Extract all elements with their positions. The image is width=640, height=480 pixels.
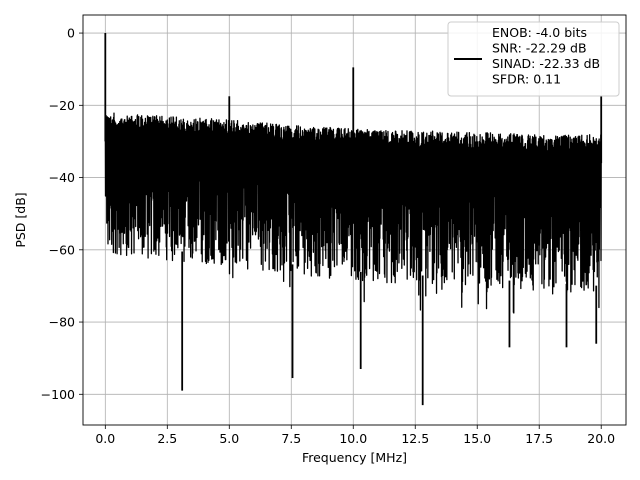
legend-text-enob: ENOB: -4.0 bits bbox=[492, 25, 587, 40]
legend-text-sinad: SINAD: -22.33 dB bbox=[492, 56, 600, 71]
y-tick-label-4: −80 bbox=[49, 315, 75, 330]
y-tick-label-3: −60 bbox=[49, 242, 75, 257]
legend-text-snr: SNR: -22.29 dB bbox=[492, 41, 587, 56]
x-tick-label-7: 17.5 bbox=[525, 431, 553, 446]
y-tick-label-5: −100 bbox=[41, 387, 75, 402]
y-tick-label-1: −20 bbox=[49, 98, 75, 113]
legend: ENOB: -4.0 bits SNR: -22.29 dB SINAD: -2… bbox=[447, 21, 620, 97]
y-tick-label-2: −40 bbox=[49, 170, 75, 185]
y-tick-label-0: 0 bbox=[67, 26, 75, 41]
x-tick-label-6: 15.0 bbox=[463, 431, 491, 446]
x-tick-label-2: 5.0 bbox=[219, 431, 239, 446]
x-tick-label-4: 10.0 bbox=[339, 431, 367, 446]
x-tick-label-3: 7.5 bbox=[281, 431, 301, 446]
axis-ticks: 0.0 2.5 5.0 7.5 10.0 12.5 15.0 17.5 20.0 0 −20 −40 −… bbox=[41, 26, 616, 446]
x-tick-label-1: 2.5 bbox=[157, 431, 177, 446]
x-axis-label: Frequency [MHz] bbox=[302, 450, 407, 465]
y-axis-label: PSD [dB] bbox=[13, 192, 28, 247]
legend-text-sfdr: SFDR: 0.11 bbox=[492, 72, 561, 87]
x-tick-label-8: 20.0 bbox=[587, 431, 615, 446]
x-tick-label-5: 12.5 bbox=[401, 431, 429, 446]
x-tick-label-0: 0.0 bbox=[95, 431, 115, 446]
legend-box bbox=[447, 21, 620, 97]
series-psd bbox=[104, 33, 603, 406]
plot-frame bbox=[82, 14, 627, 426]
